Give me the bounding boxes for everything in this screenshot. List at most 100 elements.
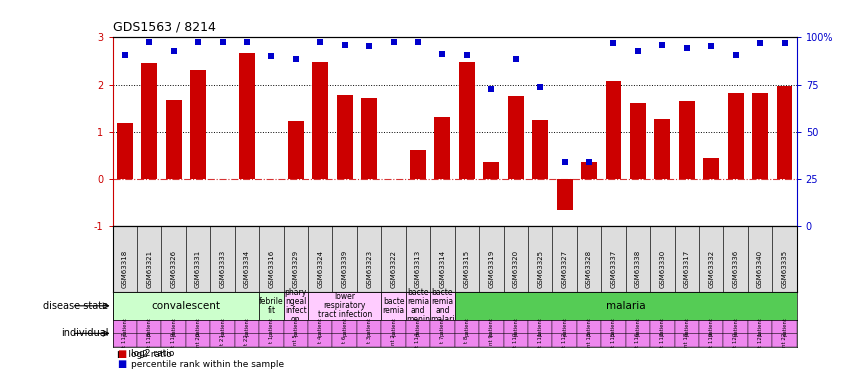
Point [362,42,376,48]
Text: patient: patient [636,317,640,336]
Bar [605,81,622,179]
Bar [459,62,475,179]
Bar [430,320,455,347]
Text: GSM63326: GSM63326 [171,251,177,288]
Bar [406,320,430,347]
Text: GSM63333: GSM63333 [220,250,225,288]
Bar [675,226,699,292]
Text: t 8: t 8 [464,336,469,343]
Bar [435,117,450,179]
Bar [630,103,646,179]
Text: patient: patient [440,317,445,336]
Text: patient: patient [758,317,763,336]
Text: patient: patient [734,317,738,336]
Text: patient: patient [220,317,225,336]
Bar [284,320,308,347]
Text: patient: patient [464,317,469,336]
Text: GSM63321: GSM63321 [146,251,152,288]
Point [240,39,254,45]
Point [778,40,792,46]
Text: GSM63315: GSM63315 [464,251,470,288]
Point [680,45,694,51]
Text: GSM63339: GSM63339 [342,250,347,288]
Text: patient: patient [171,317,176,336]
Text: GSM63327: GSM63327 [562,251,567,288]
Bar [186,320,210,347]
Text: patient: patient [122,317,127,336]
Point [338,42,352,48]
Bar [699,320,723,347]
Text: GSM63331: GSM63331 [195,250,201,288]
Bar [381,320,406,347]
Point [656,42,669,48]
Text: t 1: t 1 [269,336,274,343]
Text: t 120: t 120 [734,332,738,346]
Bar [288,122,304,179]
Text: nt 2: nt 2 [391,334,396,345]
Text: patient: patient [294,317,298,336]
Text: GSM63329: GSM63329 [293,251,299,288]
Bar [655,118,670,179]
Text: GSM63320: GSM63320 [513,251,519,288]
Bar [406,292,430,320]
Bar [137,320,161,347]
Text: GSM63328: GSM63328 [586,251,592,288]
Text: GSM63325: GSM63325 [537,251,543,288]
Text: t 111: t 111 [538,332,543,346]
Text: t 3: t 3 [366,336,372,343]
Text: t 115: t 115 [611,332,616,346]
Bar [748,320,772,347]
Bar [430,292,455,320]
Text: GSM63314: GSM63314 [439,251,445,288]
Text: t 116: t 116 [636,332,640,346]
Text: ■: ■ [117,349,126,359]
Text: t 21: t 21 [220,334,225,345]
Bar [772,226,797,292]
Bar [748,226,772,292]
Text: t 22: t 22 [244,334,249,345]
Bar [361,98,377,179]
Point [704,43,718,49]
Bar [723,320,748,347]
Point [167,48,181,54]
Bar [161,226,186,292]
Text: GDS1563 / 8214: GDS1563 / 8214 [113,21,216,34]
Text: GSM63336: GSM63336 [733,250,739,288]
Text: patient: patient [514,317,518,336]
Bar [406,226,430,292]
Bar [601,226,625,292]
Point [411,39,425,45]
Bar [455,226,479,292]
Text: patient: patient [684,317,689,336]
Text: disease state: disease state [43,301,108,311]
Bar [357,226,381,292]
Text: patient: patient [342,317,347,336]
Text: patient: patient [391,317,396,336]
Text: t 117: t 117 [660,332,665,346]
Text: patient: patient [538,317,543,336]
Bar [557,179,572,210]
Bar [528,226,553,292]
Bar [410,150,426,179]
Bar [577,226,601,292]
Point [631,48,645,54]
Text: patient: patient [562,317,567,336]
Bar [113,320,137,347]
Text: patient: patient [708,317,714,336]
Text: patient: patient [318,317,323,336]
Text: patient: patient [146,317,152,336]
Text: GSM63316: GSM63316 [268,250,275,288]
Text: nt 5: nt 5 [294,334,298,345]
Text: t 119: t 119 [171,332,176,346]
Bar [113,226,137,292]
Text: bacte
remia
and
malari: bacte remia and malari [430,288,455,324]
Text: nt 13: nt 13 [586,332,591,346]
Text: patient: patient [660,317,665,336]
Text: bacte
remia
and
menin: bacte remia and menin [406,288,430,324]
Text: malaria: malaria [606,301,645,311]
Point [484,86,498,92]
Bar [679,101,695,179]
Bar [313,63,328,179]
Bar [553,226,577,292]
Text: patient: patient [244,317,249,336]
